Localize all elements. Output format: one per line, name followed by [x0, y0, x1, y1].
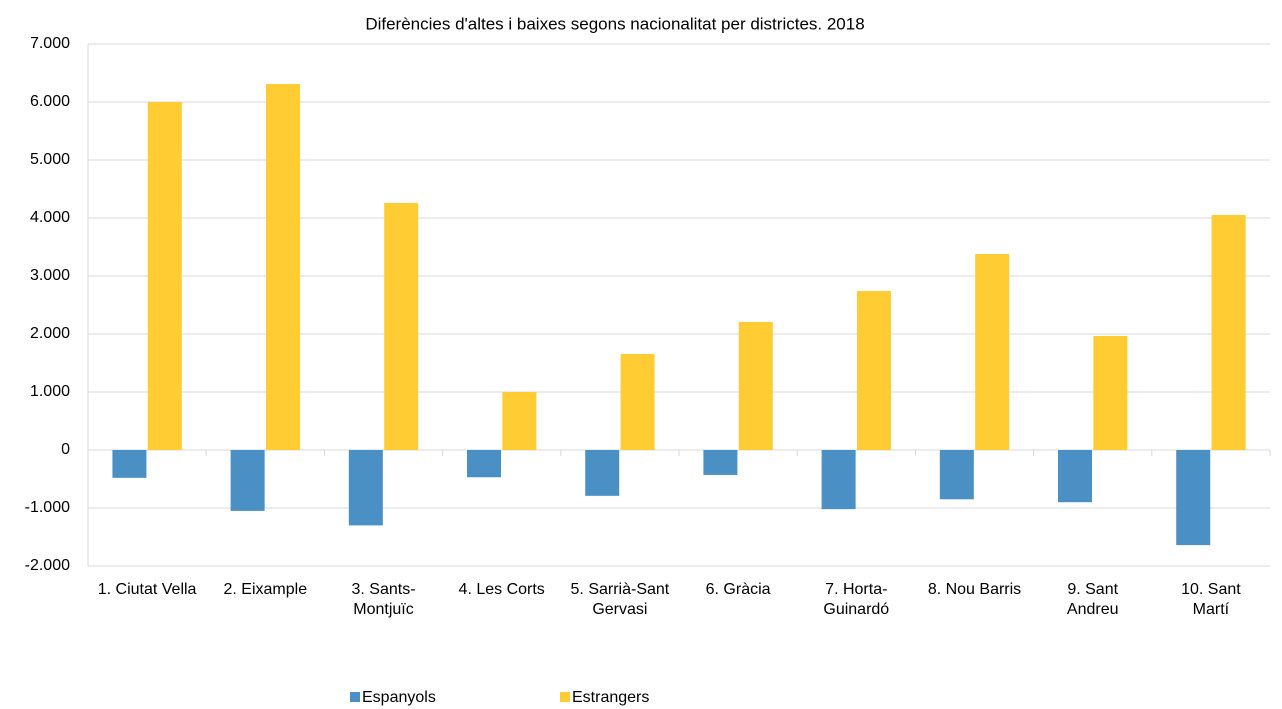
- x-tick-label: 10. Sant Martí: [1181, 581, 1241, 618]
- x-tick-label: 2. Eixample: [223, 581, 308, 598]
- bar: [112, 450, 147, 478]
- chart-title: Diferències d'altes i baixes segons naci…: [365, 14, 864, 33]
- y-tick-label: 5.000: [30, 151, 70, 168]
- bar: [620, 354, 655, 450]
- legend-swatch: [350, 692, 360, 702]
- bar: [1176, 450, 1211, 546]
- bar: [348, 450, 383, 526]
- x-tick-label: 8. Nou Barris: [927, 581, 1022, 598]
- bar: [975, 254, 1010, 450]
- bar: [1093, 335, 1128, 450]
- y-tick-label: 7.000: [30, 35, 70, 52]
- x-tick-label: 7. Horta-Guinardó: [823, 581, 890, 618]
- x-tick-label: 9. Sant Andreu: [1066, 581, 1119, 618]
- y-tick-label: -1.000: [25, 499, 70, 516]
- x-tick-label: 1. Ciutat Vella: [97, 581, 197, 598]
- legend-swatch: [560, 692, 570, 702]
- y-tick-label: 4.000: [30, 209, 70, 226]
- bar: [939, 450, 974, 500]
- bar: [230, 450, 265, 511]
- bar: [502, 392, 537, 450]
- bar: [856, 291, 891, 450]
- y-tick-label: 3.000: [30, 267, 70, 284]
- bar: [703, 450, 738, 475]
- y-tick-label: 0: [61, 441, 70, 458]
- bar: [147, 102, 182, 450]
- bar: [265, 84, 300, 451]
- y-tick-label: -2.000: [25, 557, 70, 574]
- x-tick-label: 3. Sants-Montjuïc: [351, 581, 416, 618]
- bar: [384, 202, 419, 450]
- y-tick-label: 6.000: [30, 93, 70, 110]
- y-tick-label: 1.000: [30, 383, 70, 400]
- bar: [738, 321, 773, 450]
- legend-label: Espanyols: [362, 689, 436, 706]
- legend-label: Estrangers: [572, 689, 649, 706]
- x-tick-label: 5. Sarrià-Sant Gervasi: [570, 581, 670, 618]
- x-tick-label: 6. Gràcia: [705, 581, 771, 598]
- bar: [1211, 214, 1246, 450]
- x-tick-label: 4. Les Corts: [458, 581, 545, 598]
- bar: [467, 450, 502, 478]
- bar: [821, 450, 856, 510]
- y-tick-label: 2.000: [30, 325, 70, 342]
- bar: [1058, 450, 1093, 503]
- bar: [585, 450, 620, 496]
